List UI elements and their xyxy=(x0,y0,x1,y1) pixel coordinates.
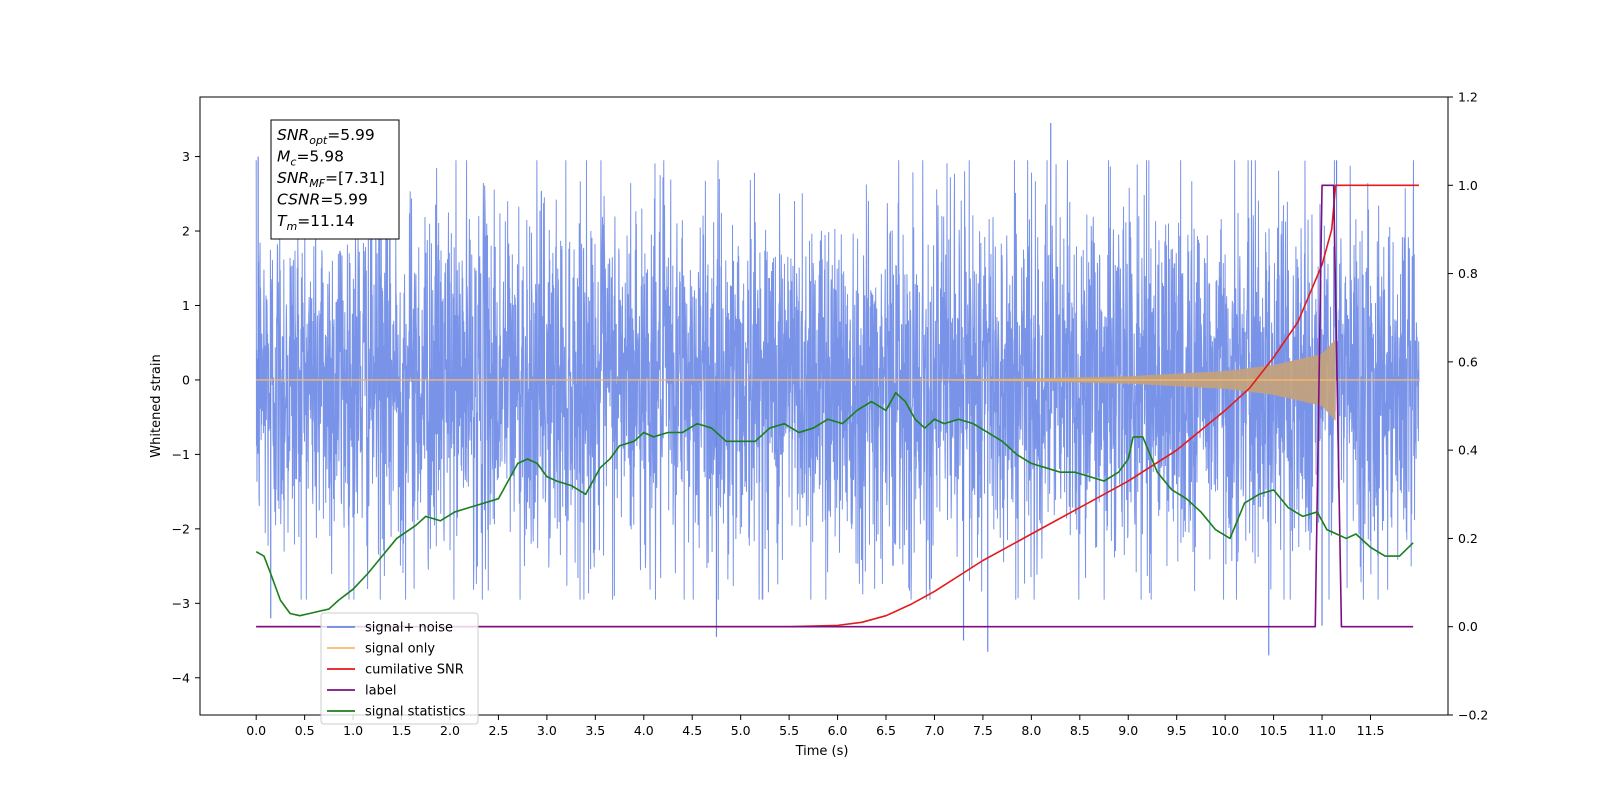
annotation-value: =11.14 xyxy=(297,212,354,230)
series-signal-statistics-line xyxy=(255,391,1414,617)
x-tick-label: 7.5 xyxy=(973,723,993,738)
x-tick-label: 6.0 xyxy=(828,723,848,738)
annotation-box-frame xyxy=(270,119,400,240)
annotation-var: SNR xyxy=(277,169,309,187)
y2-tick-label: 0.4 xyxy=(1458,443,1478,458)
y-tick-label: 2 xyxy=(182,224,190,239)
annotation-line: SNRopt=5.99 xyxy=(277,126,375,147)
legend-entry-label: signal statistics xyxy=(365,705,466,720)
plot-series xyxy=(255,123,1420,656)
x-tick-label: 3.5 xyxy=(585,723,605,738)
x-tick-label: 4.5 xyxy=(682,723,702,738)
x-tick-label: 5.5 xyxy=(779,723,799,738)
x-tick-label: 2.0 xyxy=(440,723,460,738)
x-tick-label: 9.0 xyxy=(1118,723,1138,738)
x-tick-label: 6.5 xyxy=(876,723,896,738)
y-tick-label: 3 xyxy=(182,149,190,164)
x-tick-label: 11.0 xyxy=(1308,723,1336,738)
y2-tick-label: 1.0 xyxy=(1458,178,1478,193)
x-tick-label: 1.0 xyxy=(343,723,363,738)
legend-entry-label: cumilative SNR xyxy=(365,663,464,678)
x-tick-label: 10.5 xyxy=(1260,723,1288,738)
x-tick-label: 2.5 xyxy=(488,723,508,738)
legend-entry-label: signal+ noise xyxy=(365,621,453,636)
y-axis-label: Whitened strain xyxy=(149,354,164,457)
y-tick-label: 0 xyxy=(182,372,190,387)
annotation-var: M xyxy=(277,148,290,166)
y-tick-label: 1 xyxy=(182,298,190,313)
x-tick-label: 11.5 xyxy=(1357,723,1385,738)
annotation-subscript: opt xyxy=(309,134,328,147)
annotation-line: CSNR=5.99 xyxy=(277,191,368,209)
y-tick-label: −2 xyxy=(172,521,190,536)
annotation-value: =5.99 xyxy=(327,126,375,144)
annotation-line: Mc=5.98 xyxy=(277,148,344,169)
y2-tick-label: 0.2 xyxy=(1458,531,1478,546)
y-axis-left: −4 −3 −2 −1 0 1 2 3 xyxy=(172,149,200,685)
x-tick-label: 3.0 xyxy=(537,723,557,738)
x-tick-label: 1.5 xyxy=(392,723,412,738)
x-tick-label: 5.0 xyxy=(731,723,751,738)
legend-frame xyxy=(320,612,479,725)
annotation-value: =5.98 xyxy=(296,148,344,166)
x-tick-label: 8.0 xyxy=(1021,723,1041,738)
y-tick-label: −1 xyxy=(172,447,190,462)
annotation-value: =[7.31] xyxy=(325,169,385,187)
annotation-subscript: MF xyxy=(309,177,325,190)
x-axis-label: Time (s) xyxy=(795,744,849,759)
annotation-value: =5.99 xyxy=(320,191,368,209)
y2-tick-label: 1.2 xyxy=(1458,90,1478,105)
annotation-box: SNRopt=5.99Mc=5.98SNRMF=[7.31]CSNR=5.99T… xyxy=(270,119,400,240)
y2-tick-label: 0.0 xyxy=(1458,619,1478,634)
annotation-line: Tm=11.14 xyxy=(277,212,355,233)
annotation-line: SNRMF=[7.31] xyxy=(277,169,385,190)
y2-tick-label: −0.2 xyxy=(1458,708,1488,723)
x-axis: 0.0 0.5 1.0 1.5 2.0 2.5 3.0 3.5 4.0 4.5 5.0 5.5 6.0 6… xyxy=(246,715,1384,738)
x-tick-label: 4.0 xyxy=(634,723,654,738)
series-label-line xyxy=(256,184,1414,628)
y2-tick-label: 0.6 xyxy=(1458,354,1478,369)
series-signal-noise-line xyxy=(255,160,1420,600)
legend: signal+ noise signal only cumilative SNR la… xyxy=(320,612,479,725)
annotation-subscript: c xyxy=(290,156,296,169)
x-tick-label: 7.0 xyxy=(925,723,945,738)
x-tick-label: 0.5 xyxy=(295,723,315,738)
y-axis-right: −0.2 0.0 0.2 0.4 0.6 0.8 1.0 1.2 xyxy=(1448,90,1488,723)
annotation-var: CSNR xyxy=(277,191,320,209)
annotation-subscript: m xyxy=(286,220,297,233)
legend-entry-label: label xyxy=(365,684,396,699)
y-tick-label: −3 xyxy=(172,596,190,611)
annotation-var: T xyxy=(277,212,288,230)
plot-frame xyxy=(199,96,1449,716)
series-cumilative-snr-line xyxy=(256,184,1419,628)
x-tick-label: 9.5 xyxy=(1167,723,1187,738)
legend-entry-label: signal only xyxy=(365,642,435,657)
y2-tick-label: 0.8 xyxy=(1458,266,1478,281)
x-tick-label: 10.0 xyxy=(1211,723,1239,738)
annotation-var: SNR xyxy=(277,126,309,144)
x-tick-label: 0.0 xyxy=(246,723,266,738)
x-tick-label: 8.5 xyxy=(1070,723,1090,738)
y-tick-label: −4 xyxy=(172,670,190,685)
